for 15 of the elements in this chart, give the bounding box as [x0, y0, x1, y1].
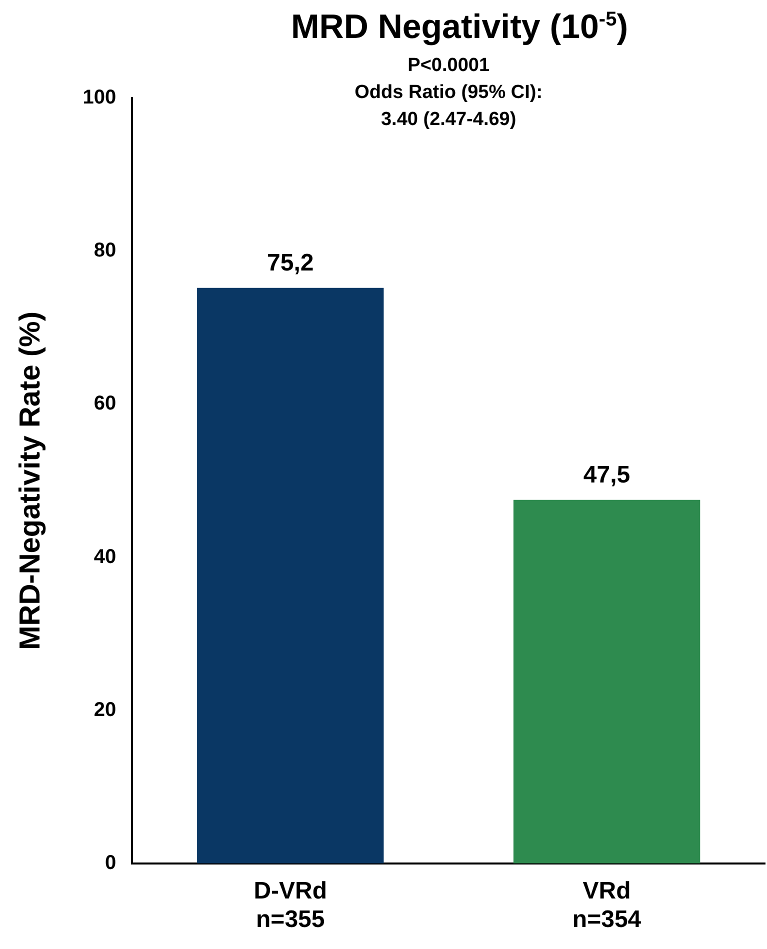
y-tick-label: 0	[105, 852, 116, 874]
x-tick-label: D-VRd n=355	[254, 877, 328, 934]
y-tick-label: 60	[94, 392, 116, 415]
data-label: 47,5	[583, 461, 630, 488]
data-label: 75,2	[267, 249, 314, 276]
y-axis-title: MRD-Negativity Rate (%)	[14, 312, 46, 650]
y-tick-label: 40	[94, 546, 116, 568]
y-tick-label: 100	[82, 86, 116, 109]
y-tick-label: 80	[94, 240, 116, 262]
x-tick-label: VRd n=354	[572, 877, 642, 934]
annotation: Odds Ratio (95% CI):	[354, 82, 543, 104]
annotation: 3.40 (2.47-4.69)	[380, 109, 516, 130]
chart-title: MRD Negativity (10$^{-5}$)	[290, 8, 630, 47]
y-tick-label: 20	[94, 698, 116, 721]
text: P<0.0001	[408, 55, 490, 76]
